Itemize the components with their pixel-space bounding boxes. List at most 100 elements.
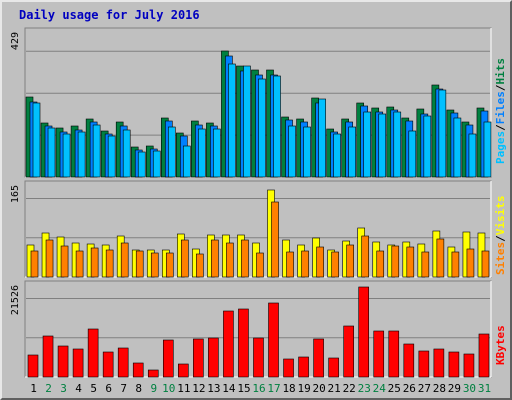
axis-label-files: Files xyxy=(494,91,507,124)
bar-sites-day-18 xyxy=(286,251,294,278)
bar-kbytes-day-9 xyxy=(147,369,159,378)
bar-kbytes-day-11 xyxy=(178,363,189,378)
bar-sites-day-10 xyxy=(165,252,174,278)
bar-pages-day-16 xyxy=(258,78,266,178)
bar-pages-day-4 xyxy=(77,131,86,178)
day-label-21: 21 xyxy=(328,382,341,395)
bar-sites-day-7 xyxy=(120,242,129,278)
y-max-label-visits: 165 xyxy=(10,185,21,203)
day-label-16: 16 xyxy=(252,382,265,395)
bar-pages-day-2 xyxy=(47,127,56,178)
day-label-30: 30 xyxy=(463,382,476,395)
bar-kbytes-day-26 xyxy=(403,343,415,378)
bar-pages-day-28 xyxy=(438,89,447,178)
day-label-5: 5 xyxy=(90,382,97,395)
axis-label-kbytes: KBytes xyxy=(494,325,507,365)
bar-sites-day-11 xyxy=(181,239,189,278)
axis-label-hits: Hits xyxy=(494,58,507,85)
bar-kbytes-day-10 xyxy=(162,339,174,378)
bar-pages-day-24 xyxy=(378,113,387,178)
bar-kbytes-day-4 xyxy=(72,348,84,378)
bar-sites-day-14 xyxy=(226,242,234,278)
bar-sites-day-8 xyxy=(135,250,144,278)
bar-kbytes-day-29 xyxy=(448,351,460,378)
day-label-23: 23 xyxy=(358,382,371,395)
bar-pages-day-19 xyxy=(303,126,311,178)
day-label-1: 1 xyxy=(30,382,37,395)
bar-kbytes-day-28 xyxy=(433,348,445,378)
axis-label-visits: Sites/Visits xyxy=(494,196,507,276)
day-label-4: 4 xyxy=(75,382,82,395)
bar-kbytes-day-20 xyxy=(313,338,324,378)
day-label-14: 14 xyxy=(222,382,236,395)
bar-kbytes-day-30 xyxy=(463,353,475,378)
day-label-12: 12 xyxy=(192,382,205,395)
day-label-28: 28 xyxy=(433,382,446,395)
bar-sites-day-22 xyxy=(346,244,354,278)
day-label-7: 7 xyxy=(120,382,127,395)
bar-kbytes-day-27 xyxy=(418,350,430,378)
bar-kbytes-day-19 xyxy=(298,356,309,378)
y-max-label-traffic: 429 xyxy=(10,32,21,50)
bar-sites-day-24 xyxy=(376,250,385,278)
axis-label-separator: / xyxy=(494,124,507,131)
bar-pages-day-9 xyxy=(152,150,161,178)
bar-kbytes-day-31 xyxy=(478,333,490,378)
bar-sites-day-17 xyxy=(271,201,279,278)
bar-kbytes-day-2 xyxy=(42,335,54,378)
axis-label-separator: / xyxy=(494,84,507,91)
bar-kbytes-day-23 xyxy=(358,286,370,378)
day-label-8: 8 xyxy=(135,382,142,395)
day-axis: 1 2 3 4 5 6 7 8 9 10 11 12 13 14 15 16 17 18 19 20 21 22 23 24 2… xyxy=(30,382,491,395)
bar-pages-day-29 xyxy=(453,117,462,178)
day-label-13: 13 xyxy=(207,382,220,395)
day-label-15: 15 xyxy=(237,382,250,395)
bar-sites-day-4 xyxy=(75,250,84,278)
bar-sites-day-27 xyxy=(421,251,430,278)
bar-pages-day-12 xyxy=(198,128,206,178)
bar-sites-day-21 xyxy=(331,251,339,278)
bar-pages-day-25 xyxy=(393,111,402,178)
axis-label-separator: / xyxy=(494,235,507,242)
bar-pages-day-26 xyxy=(408,130,417,178)
bar-sites-day-29 xyxy=(451,251,460,278)
bar-pages-day-14 xyxy=(228,63,236,178)
bar-sites-day-2 xyxy=(45,239,54,278)
day-label-17: 17 xyxy=(267,382,280,395)
bar-kbytes-day-13 xyxy=(208,337,219,378)
day-label-26: 26 xyxy=(403,382,416,395)
axis-label-sites: Sites xyxy=(494,242,507,275)
day-label-2: 2 xyxy=(45,382,52,395)
bar-kbytes-day-14 xyxy=(223,310,234,378)
bar-kbytes-day-25 xyxy=(388,330,400,378)
bar-sites-day-26 xyxy=(406,246,415,278)
bar-sites-day-6 xyxy=(105,249,114,278)
day-label-9: 9 xyxy=(150,382,157,395)
bar-kbytes-day-6 xyxy=(102,351,114,378)
day-label-20: 20 xyxy=(313,382,326,395)
bar-sites-day-12 xyxy=(196,253,204,278)
bar-pages-day-13 xyxy=(213,128,221,178)
bar-pages-day-15 xyxy=(243,65,251,178)
day-label-27: 27 xyxy=(418,382,431,395)
chart-title: Daily usage for July 2016 xyxy=(19,8,200,22)
bar-pages-day-10 xyxy=(167,126,176,178)
chart-panel-visits: 165 Sites/Visits xyxy=(10,180,507,278)
day-label-22: 22 xyxy=(343,382,356,395)
bar-pages-day-27 xyxy=(423,115,432,178)
axis-label-kbytes: KBytes xyxy=(494,325,507,365)
bar-kbytes-day-7 xyxy=(117,347,129,378)
bar-kbytes-day-1 xyxy=(27,354,39,378)
bar-sites-day-13 xyxy=(211,239,219,278)
bar-sites-day-28 xyxy=(436,238,445,278)
bar-kbytes-day-15 xyxy=(238,308,249,378)
bar-pages-day-22 xyxy=(348,126,356,178)
bar-kbytes-day-5 xyxy=(87,328,99,378)
bar-pages-day-7 xyxy=(122,129,131,178)
bar-pages-day-6 xyxy=(107,135,116,178)
bar-sites-day-15 xyxy=(241,239,249,278)
bar-kbytes-day-24 xyxy=(373,330,385,378)
bar-pages-day-3 xyxy=(62,133,71,178)
bar-sites-day-30 xyxy=(466,248,475,278)
